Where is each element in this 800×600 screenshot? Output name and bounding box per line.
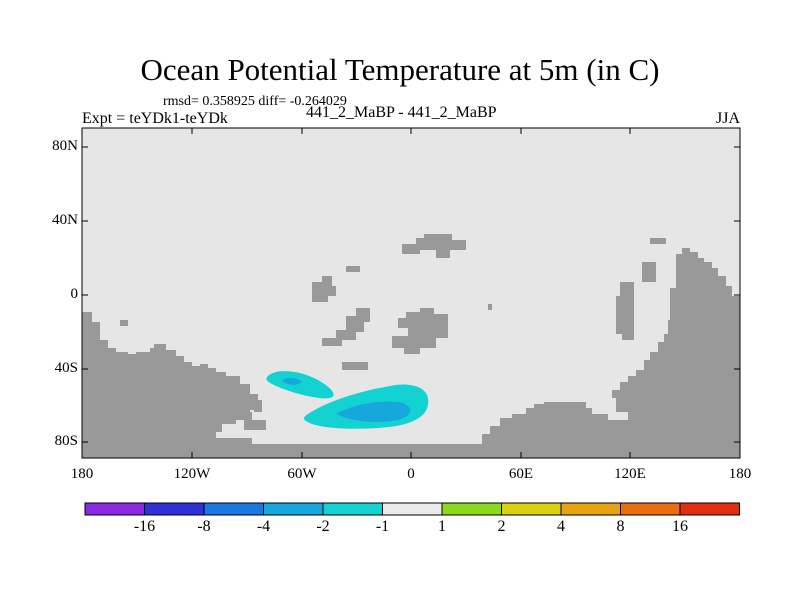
colorbar-label: 16 bbox=[672, 518, 688, 535]
land-island-f bbox=[616, 282, 634, 340]
anomaly-region-a-core bbox=[282, 377, 302, 385]
anomaly-region-a bbox=[266, 371, 334, 399]
lon-tick-label: 180 bbox=[728, 466, 752, 482]
lon-tick-label: 120E bbox=[614, 466, 646, 482]
colorbar-swatch bbox=[84, 502, 145, 516]
lat-tick-label: 80N bbox=[52, 138, 78, 154]
lon-tick-label: 0 bbox=[407, 466, 415, 482]
colorbar-swatch bbox=[501, 502, 562, 516]
land-south-america bbox=[82, 248, 740, 458]
colorbar-swatch bbox=[322, 502, 383, 516]
colorbar-label: -1 bbox=[375, 518, 390, 535]
land-island-c bbox=[322, 308, 370, 346]
colorbar-label: 4 bbox=[557, 518, 565, 535]
colorbar-swatch bbox=[203, 502, 264, 516]
colorbar-label: 1 bbox=[438, 518, 446, 535]
colorbar-label: -4 bbox=[256, 518, 271, 535]
colorbar-label: -2 bbox=[316, 518, 330, 535]
plot-frame bbox=[81, 127, 741, 459]
chart-title: Ocean Potential Temperature at 5m (in C) bbox=[140, 52, 660, 87]
anomaly-region-b-core bbox=[336, 401, 410, 422]
colorbar-label: -8 bbox=[197, 518, 211, 535]
colorbar-swatch bbox=[441, 502, 502, 516]
colorbar-swatch bbox=[144, 502, 205, 516]
lat-tick-label: 40S bbox=[54, 360, 78, 376]
colorbar-swatch bbox=[382, 502, 443, 516]
land-island-a bbox=[312, 276, 336, 302]
lat-tick-label: 0 bbox=[70, 286, 79, 302]
lat-tick-label: 40N bbox=[52, 212, 78, 228]
colorbar-swatch bbox=[620, 502, 681, 516]
lon-tick-label: 60E bbox=[508, 466, 534, 482]
colorbar-label: 2 bbox=[497, 518, 506, 535]
colorbar-swatch bbox=[560, 502, 621, 516]
season-label: JJA bbox=[716, 110, 741, 127]
colorbar-label: 8 bbox=[616, 518, 625, 535]
land-island-b bbox=[402, 234, 466, 258]
colorbar bbox=[84, 502, 740, 516]
lon-tick-label: 120W bbox=[173, 466, 211, 482]
colorbar-swatch bbox=[263, 502, 324, 516]
lat-tick-label: 80S bbox=[54, 433, 78, 449]
land-masses bbox=[82, 234, 740, 458]
land-island-e bbox=[244, 412, 266, 430]
lon-tick-label: 60W bbox=[287, 466, 317, 482]
anomaly-contours bbox=[266, 371, 429, 429]
case-label: 441_2_MaBP - 441_2_MaBP bbox=[306, 104, 497, 121]
stats-text: rmsd= 0.358925 diff= -0.264029 bbox=[163, 94, 347, 109]
land-island-d bbox=[392, 308, 448, 354]
experiment-label: Expt = teYDk1-teYDk bbox=[82, 110, 228, 127]
colorbar-label: -16 bbox=[133, 518, 156, 535]
lon-tick-label: 180 bbox=[70, 466, 94, 482]
colorbar-swatch bbox=[679, 502, 740, 516]
